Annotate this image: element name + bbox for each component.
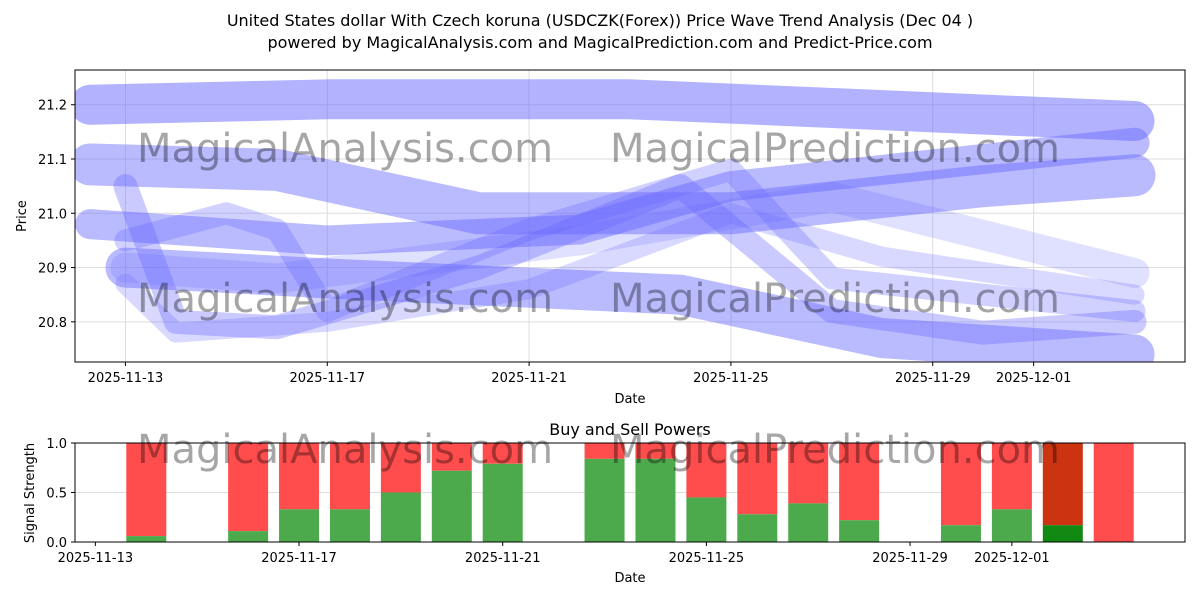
y-tick-label: 20.8 <box>38 316 67 331</box>
x-tick-label: 2025-11-17 <box>289 371 365 386</box>
buy-bar <box>686 497 727 542</box>
sell-bar <box>1093 443 1134 542</box>
buy-bar <box>279 509 320 542</box>
sell-bar <box>482 443 523 464</box>
buy-bar <box>584 458 625 542</box>
y-tick-label: 1.0 <box>46 437 67 452</box>
plot-frame <box>74 69 1186 363</box>
buy-bar <box>991 509 1032 542</box>
x-tick-label: 2025-12-01 <box>974 551 1050 566</box>
chart-subtitle: powered by MagicalAnalysis.com and Magic… <box>267 33 932 52</box>
watermark: MagicalPrediction.com <box>610 276 1060 322</box>
x-axis-label: Date <box>614 392 645 407</box>
wave-band-4 <box>105 247 1155 362</box>
sell-bar <box>380 443 421 493</box>
wave-band-5 <box>113 174 1147 345</box>
x-tick-label: 2025-11-21 <box>491 371 567 386</box>
sell-bar <box>940 443 981 526</box>
y-axis-label: Price <box>15 200 30 232</box>
y-tick-label: 21.1 <box>38 153 67 168</box>
subchart-title: Buy and Sell Powers <box>549 420 711 439</box>
wave-band-1 <box>75 79 1155 142</box>
wave-band-8 <box>115 203 1145 343</box>
sell-bar <box>1042 443 1083 526</box>
buy-bar <box>788 503 829 542</box>
x-tick-label: 2025-11-25 <box>693 371 769 386</box>
x-axis-label: Date <box>614 571 645 586</box>
y-tick-label: 21.0 <box>38 207 67 222</box>
sell-bar <box>329 443 370 510</box>
price-wave-chart: MagicalAnalysis.com MagicalAnalysis.com Ma… <box>15 69 1186 407</box>
y-tick-label: 21.2 <box>38 99 67 114</box>
y-tick-label: 20.9 <box>38 262 67 277</box>
buy-bar <box>635 458 676 542</box>
buy-bar <box>940 525 981 542</box>
buy-bar <box>482 463 523 542</box>
sell-bar <box>584 443 625 459</box>
watermark: MagicalAnalysis.com <box>137 427 553 473</box>
buy-bar <box>1042 525 1083 542</box>
sell-bar <box>991 443 1032 510</box>
y-axis-label: Signal Strength <box>23 443 38 543</box>
sell-bar <box>635 443 676 459</box>
wave-band-3 <box>75 127 1150 256</box>
sell-bar <box>737 443 778 515</box>
watermark: MagicalAnalysis.com <box>137 126 553 172</box>
sell-bar <box>279 443 320 510</box>
watermark: MagicalPrediction.com <box>610 427 1060 473</box>
x-tick-label: 2025-11-21 <box>465 551 541 566</box>
y-tick-label: 0.0 <box>46 536 67 551</box>
wave-bands <box>75 79 1156 362</box>
sell-bar <box>788 443 829 504</box>
x-tick-label: 2025-11-25 <box>669 551 745 566</box>
buy-bar <box>380 492 421 542</box>
buy-bar <box>329 509 370 542</box>
wave-band-2 <box>75 143 1156 235</box>
chart-title: United States dollar With Czech koruna (… <box>227 11 973 30</box>
x-tick-label: 2025-11-29 <box>872 551 948 566</box>
buy-bar <box>126 536 167 542</box>
y-tick-label: 0.5 <box>46 487 67 502</box>
watermark: MagicalAnalysis.com <box>137 276 553 322</box>
wave-band-7 <box>110 182 1150 294</box>
sell-bar <box>431 443 472 471</box>
sell-bar <box>126 443 167 537</box>
sell-bar <box>839 443 880 521</box>
x-tick-label: 2025-11-17 <box>261 551 337 566</box>
wave-band-6 <box>114 158 1146 322</box>
x-tick-label: 2025-11-13 <box>58 551 134 566</box>
buy-bar <box>737 514 778 542</box>
buy-bar <box>839 520 880 542</box>
buy-bar <box>431 470 472 542</box>
buy-bar <box>228 531 269 542</box>
watermark: MagicalPrediction.com <box>610 126 1060 172</box>
sell-bar <box>228 443 269 532</box>
x-tick-label: 2025-11-29 <box>895 371 971 386</box>
x-tick-label: 2025-11-13 <box>88 371 164 386</box>
x-tick-label: 2025-12-01 <box>996 371 1072 386</box>
sell-bar <box>686 443 727 498</box>
